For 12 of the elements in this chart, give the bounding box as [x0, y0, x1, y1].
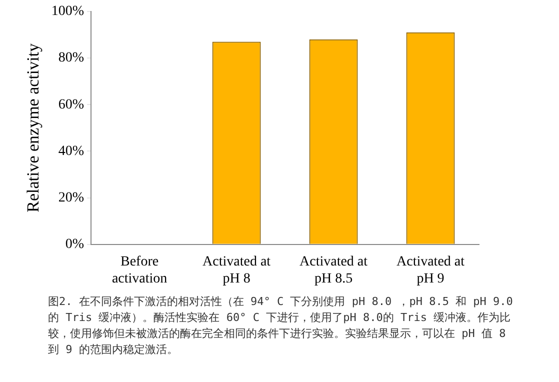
x-tick-label: Activated at pH 9 [396, 254, 465, 286]
y-tick-label: 20% [58, 190, 84, 206]
y-tick-label: 40% [58, 144, 84, 159]
y-tick-label: 0% [65, 237, 84, 252]
y-tick-label: 100% [51, 4, 84, 20]
x-tick-label: Activated at pH 8.5 [300, 254, 368, 286]
caption: 图2. 在不同条件下激活的相对活性（在 94° C 下分别使用 pH 8.0 ，pH 8.5 和 pH 9.0 的 Tris 缓冲液）。酶活性实验在 60° C 下进行，使用了pH 8.0的 Tris 缓冲液。作为比较，使用修饰但未被激活的酶在完全相同的条件下进行实验。实验结果显示，可以在 pH 值 8 到 9 的范围内稳定激活。 [48, 294, 514, 358]
x-tick-label: Activated at pH 8 [202, 254, 271, 286]
y-axis-title: Relative enzyme activity [24, 42, 43, 212]
y-tick-label: 60% [58, 97, 84, 112]
y-tick-label: 80% [58, 50, 84, 66]
x-tick-label: Before activation [112, 254, 168, 286]
